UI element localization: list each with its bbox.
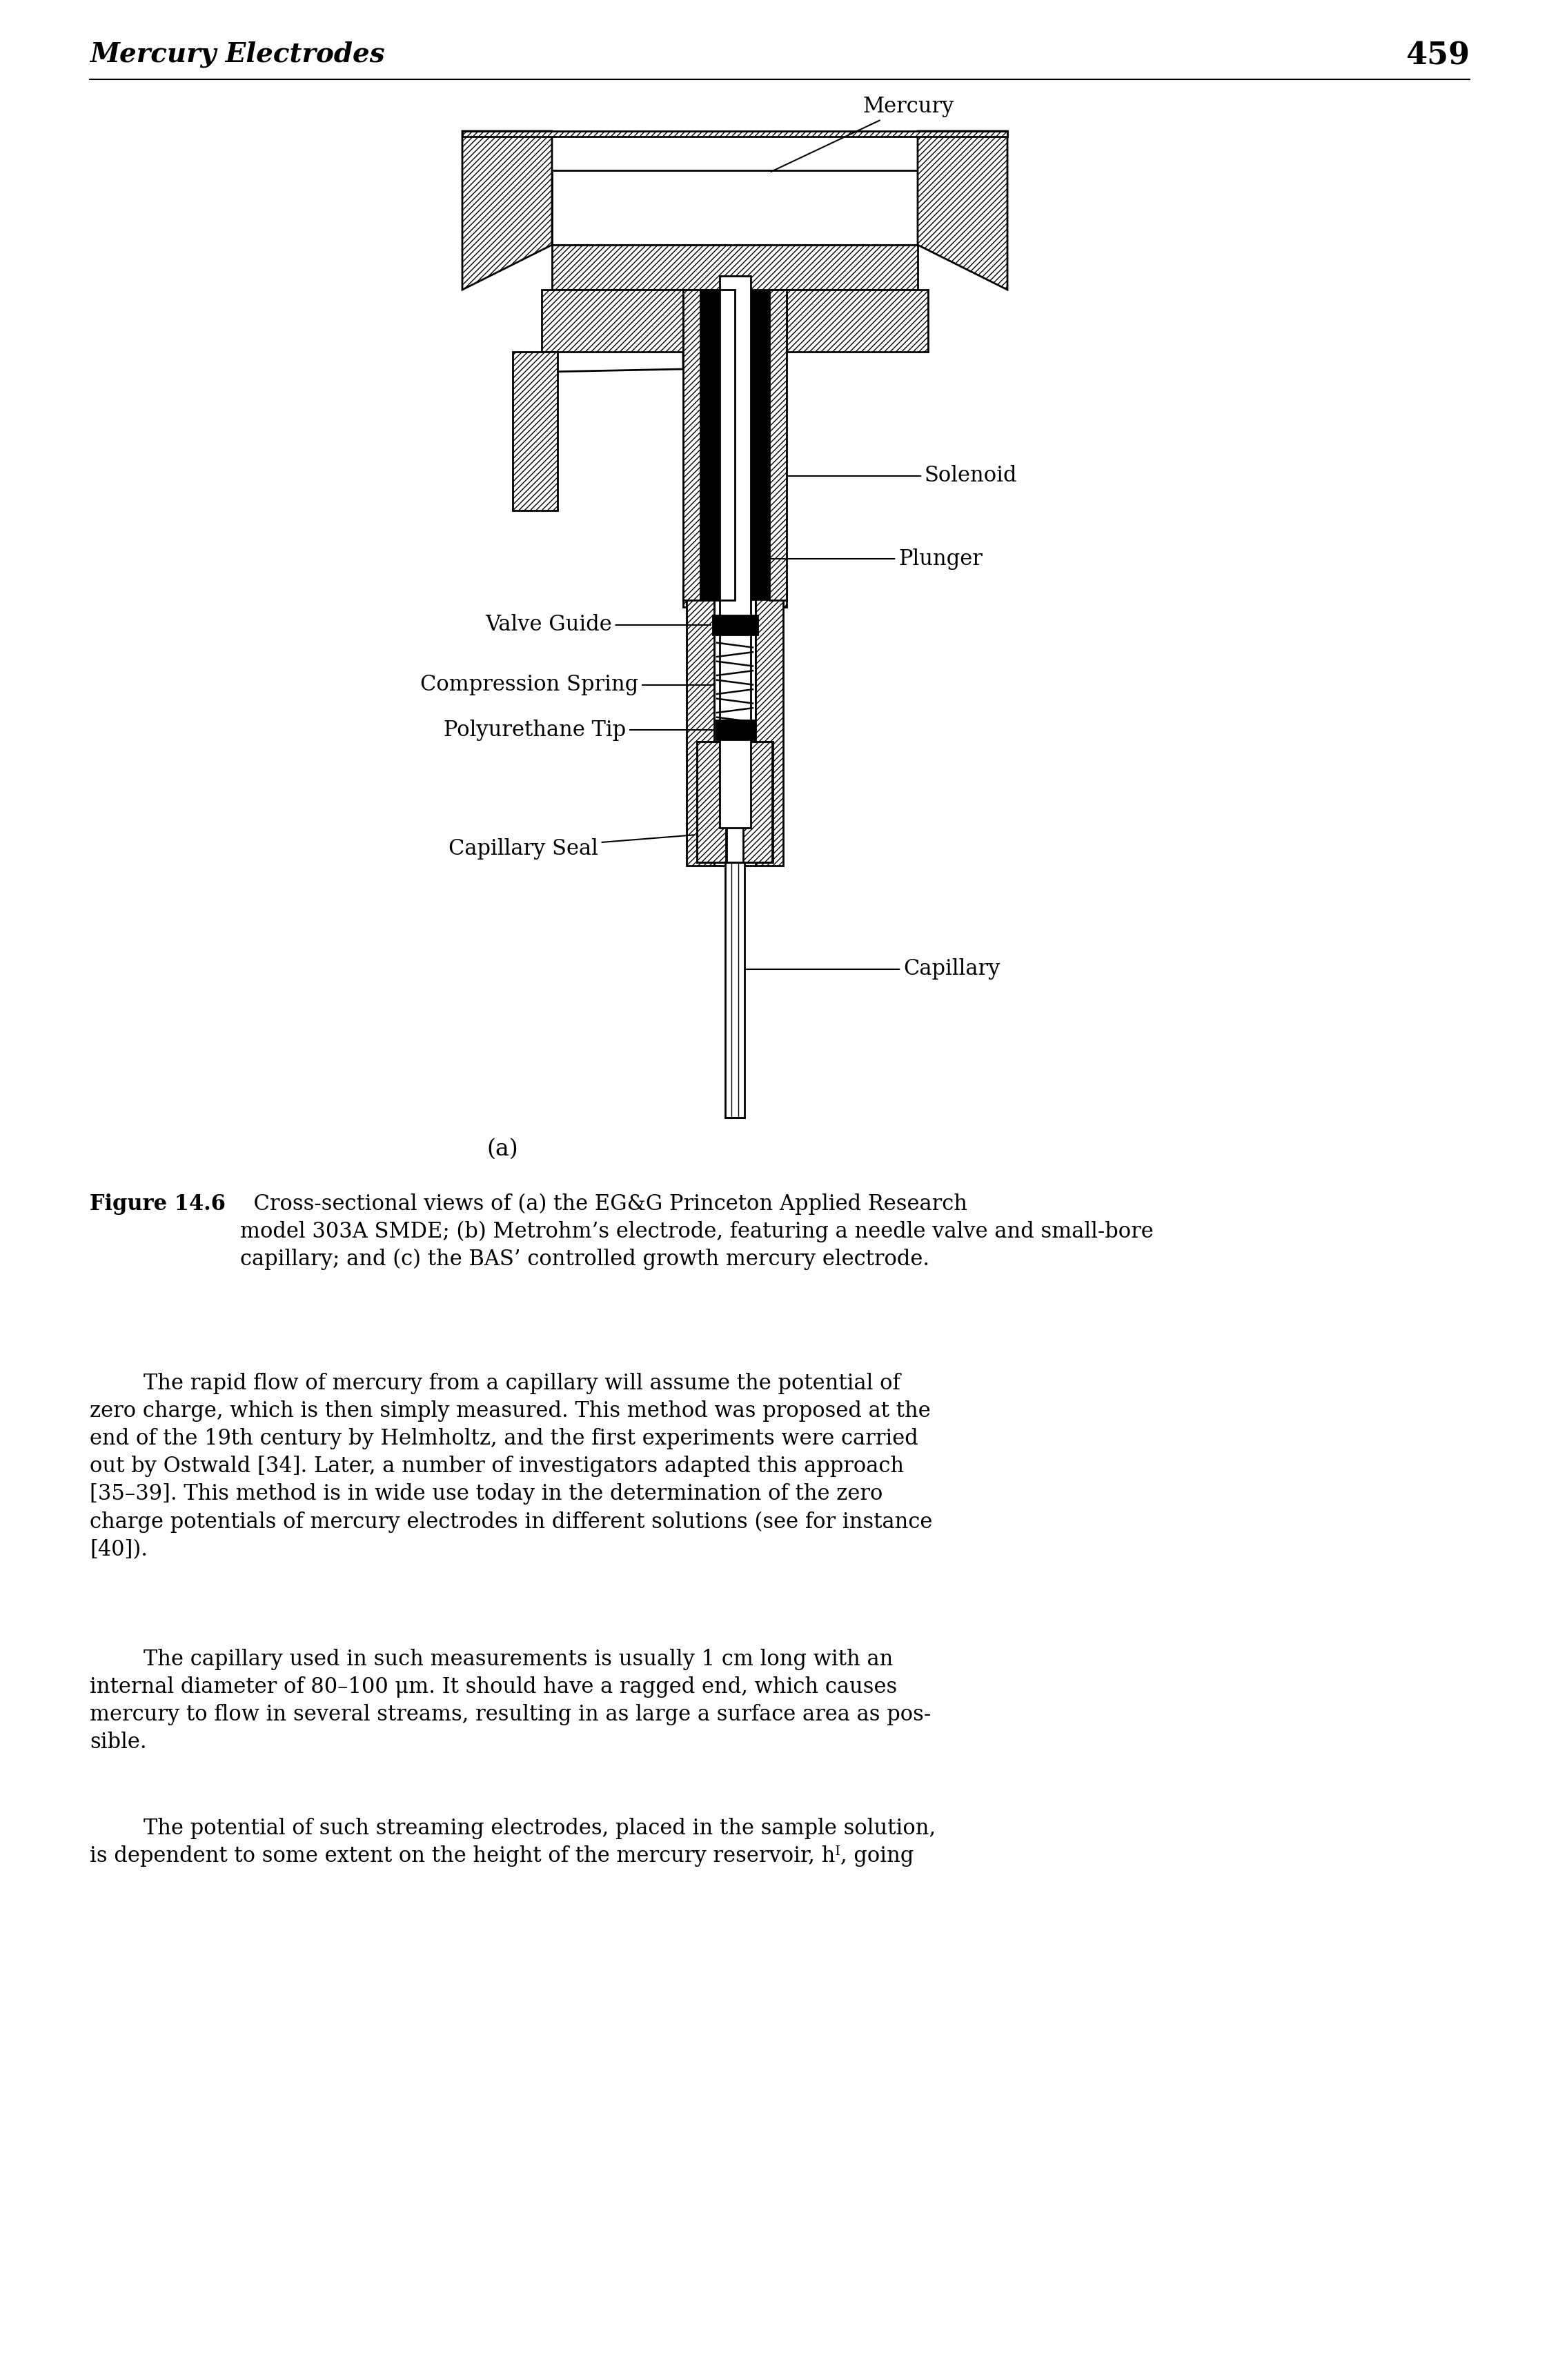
Bar [724, 862, 745, 1119]
Bar [701, 290, 718, 600]
Polygon shape [463, 131, 552, 290]
Text: Polyurethane Tip: Polyurethane Tip [444, 719, 714, 740]
Bar [463, 131, 1008, 136]
Bar [770, 290, 787, 600]
Text: Figure 14.6: Figure 14.6 [90, 1192, 226, 1214]
Text: Solenoid: Solenoid [788, 466, 1017, 486]
Bar [513, 352, 558, 509]
Bar [712, 616, 757, 635]
Polygon shape [784, 585, 787, 607]
Text: Valve Guide: Valve Guide [485, 614, 710, 635]
Polygon shape [682, 585, 687, 607]
Polygon shape [918, 131, 1008, 290]
Bar [756, 585, 784, 866]
Text: Compression Spring: Compression Spring [421, 674, 715, 695]
Text: The potential of such streaming electrodes, placed in the sample solution,
is de: The potential of such streaming electrod… [90, 1818, 936, 1866]
Bar [696, 743, 726, 862]
Polygon shape [542, 290, 682, 352]
Bar [552, 245, 918, 290]
Bar [682, 290, 701, 600]
Bar [743, 743, 773, 862]
Text: Capillary Seal: Capillary Seal [449, 835, 695, 859]
Bar [749, 290, 768, 600]
Text: Mercury Electrodes: Mercury Electrodes [90, 40, 385, 69]
Text: Plunger: Plunger [753, 547, 983, 569]
Text: The capillary used in such measurements is usually 1 cm long with an
internal di: The capillary used in such measurements … [90, 1649, 932, 1754]
Text: Capillary: Capillary [746, 959, 1000, 981]
Polygon shape [787, 290, 929, 352]
Text: The rapid flow of mercury from a capillary will assume the potential of
zero cha: The rapid flow of mercury from a capilla… [90, 1373, 932, 1561]
Text: Mercury: Mercury [771, 95, 953, 171]
Bar [717, 721, 754, 740]
Text: Cross-sectional views of (a) the EG&G Princeton Applied Research
model 303A SMDE: Cross-sectional views of (a) the EG&G Pr… [240, 1192, 1153, 1271]
Text: (a): (a) [486, 1138, 517, 1161]
Bar [714, 585, 756, 866]
Text: 459: 459 [1405, 40, 1469, 71]
Bar [696, 743, 773, 862]
Bar [720, 276, 751, 828]
Polygon shape [513, 347, 682, 374]
Bar [552, 171, 918, 245]
Bar [726, 743, 743, 862]
Bar [687, 585, 714, 866]
Bar [701, 290, 735, 600]
